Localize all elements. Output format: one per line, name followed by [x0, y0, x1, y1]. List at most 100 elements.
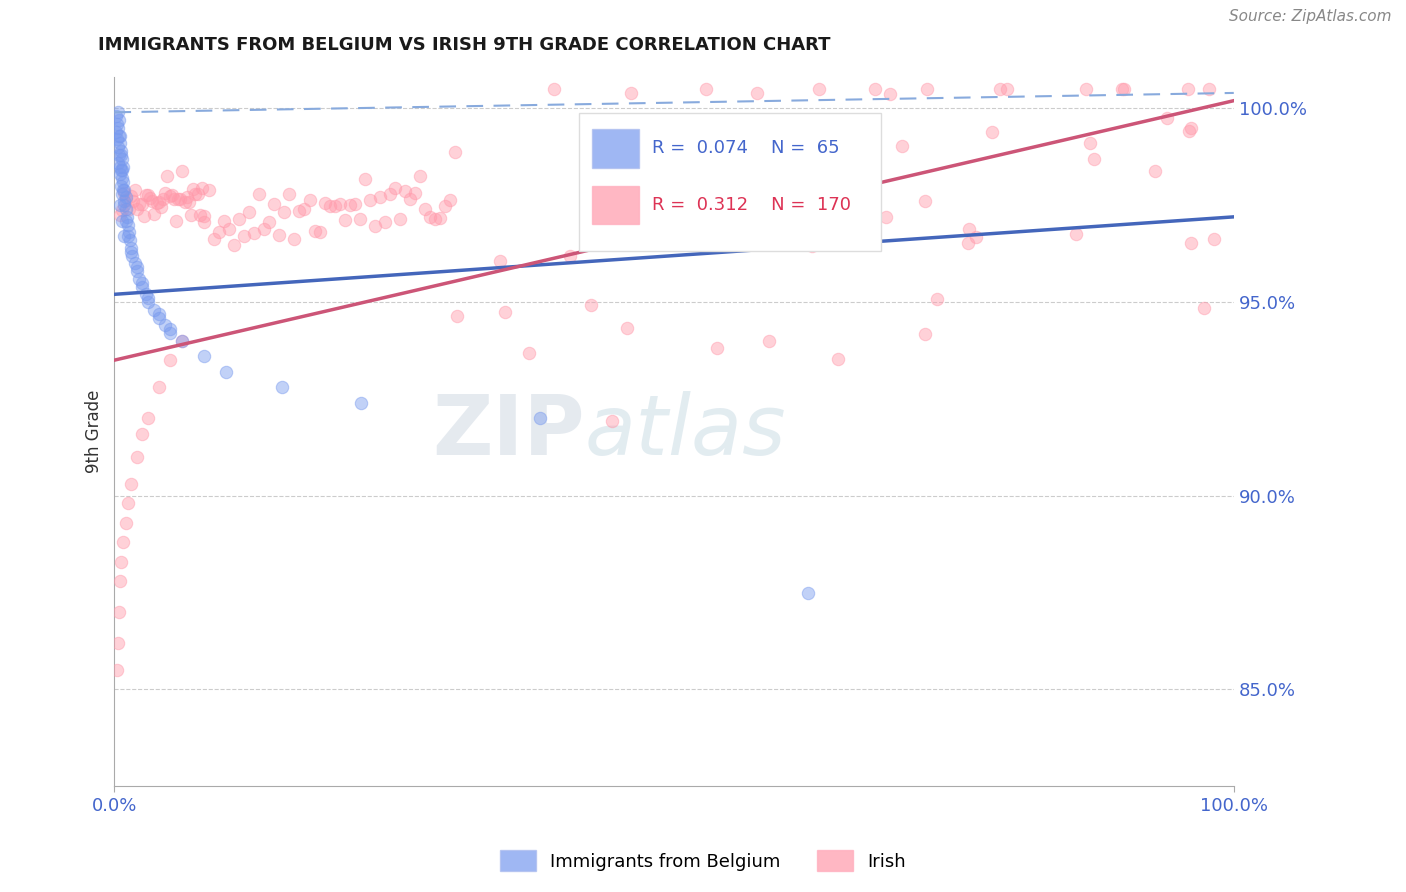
Point	[263, 196, 285, 211]
Point	[105, 663, 128, 677]
Point	[1180, 121, 1202, 136]
Point	[699, 139, 721, 153]
Point	[233, 229, 256, 244]
Point	[111, 186, 134, 201]
Point	[169, 192, 191, 206]
Point	[193, 209, 215, 223]
Point	[117, 229, 139, 244]
Point	[112, 175, 135, 189]
Point	[108, 148, 131, 162]
Point	[117, 202, 139, 216]
Point	[747, 86, 769, 100]
Point	[198, 183, 221, 197]
Point	[193, 349, 215, 363]
Point	[148, 194, 170, 209]
Point	[128, 272, 150, 286]
Point	[1177, 124, 1199, 138]
Point	[359, 194, 381, 208]
Point	[253, 222, 276, 236]
Point	[127, 202, 149, 216]
Point	[108, 136, 131, 151]
Point	[446, 309, 468, 323]
Point	[115, 193, 138, 207]
Point	[104, 125, 127, 139]
Point	[124, 256, 146, 270]
Point	[107, 120, 129, 135]
Point	[558, 249, 581, 263]
Point	[125, 450, 148, 464]
Point	[145, 195, 167, 210]
Point	[112, 160, 135, 174]
Point	[120, 241, 142, 255]
Point	[184, 187, 207, 202]
Point	[616, 320, 638, 334]
Point	[112, 535, 135, 549]
Point	[308, 225, 330, 239]
Point	[318, 199, 340, 213]
Point	[148, 380, 170, 394]
Point	[159, 322, 181, 336]
Point	[108, 574, 131, 588]
Point	[374, 215, 396, 229]
Point	[517, 346, 540, 360]
Point	[148, 307, 170, 321]
Point	[957, 235, 980, 250]
Point	[115, 210, 138, 224]
Point	[801, 239, 824, 253]
Point	[125, 260, 148, 275]
Point	[364, 219, 387, 233]
Point	[114, 183, 136, 197]
Point	[378, 187, 401, 202]
Point	[136, 188, 159, 202]
Point	[995, 82, 1018, 96]
Point	[141, 194, 163, 208]
Bar	[592, 186, 640, 225]
Point	[114, 194, 136, 209]
Point	[288, 203, 311, 218]
Point	[111, 203, 134, 218]
Point	[143, 207, 166, 221]
Point	[439, 193, 461, 207]
Point	[641, 224, 664, 238]
Point	[891, 139, 914, 153]
Point	[494, 305, 516, 319]
Point	[105, 132, 128, 146]
Point	[965, 230, 987, 244]
Point	[155, 186, 177, 200]
Point	[110, 148, 132, 162]
Point	[797, 585, 820, 599]
Point	[689, 205, 711, 219]
Point	[159, 353, 181, 368]
Point	[118, 225, 141, 239]
Text: IMMIGRANTS FROM BELGIUM VS IRISH 9TH GRADE CORRELATION CHART: IMMIGRANTS FROM BELGIUM VS IRISH 9TH GRA…	[98, 36, 831, 54]
Point	[368, 190, 391, 204]
Point	[131, 426, 153, 441]
Y-axis label: 9th Grade: 9th Grade	[86, 390, 103, 474]
Point	[1198, 82, 1220, 96]
Point	[108, 198, 131, 212]
Point	[247, 186, 270, 201]
Point	[349, 212, 371, 227]
Point	[758, 334, 780, 349]
Point	[188, 208, 211, 222]
Point	[927, 292, 949, 306]
Point	[172, 164, 194, 178]
Point	[159, 188, 181, 202]
Point	[914, 326, 936, 341]
Point	[224, 238, 246, 252]
Point	[186, 187, 208, 202]
Point	[429, 211, 451, 225]
Point	[136, 291, 159, 305]
Point	[298, 194, 321, 208]
Point	[238, 204, 260, 219]
Point	[314, 196, 336, 211]
Point	[136, 411, 159, 425]
Point	[136, 295, 159, 310]
Point	[149, 200, 172, 214]
Point	[167, 192, 190, 206]
Point	[350, 396, 373, 410]
Point	[108, 160, 131, 174]
Point	[117, 218, 139, 232]
Point	[107, 155, 129, 169]
Point	[110, 163, 132, 178]
